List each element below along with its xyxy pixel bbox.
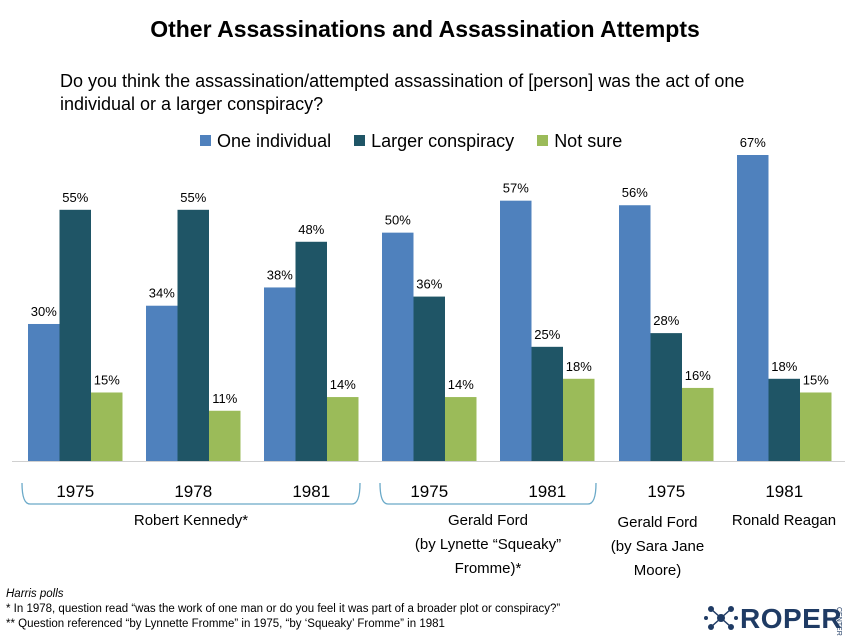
bar [682,387,714,461]
bar [28,323,60,461]
data-label: 18% [771,359,797,374]
data-label: 67% [740,135,766,150]
data-label: 16% [685,368,711,383]
legend-swatch-larger-conspiracy [354,135,366,146]
bar [800,392,832,461]
group-label-line: Robert Kennedy* [133,512,249,529]
data-label: 18% [566,359,592,374]
data-label: 11% [212,391,237,406]
category-label: 1975 [56,482,94,501]
bar [91,392,123,461]
bar [563,378,595,461]
group-label: Gerald Ford (by Sara Jane Moore) [600,511,715,583]
group-label-line: Gerald Ford [447,512,529,529]
group-label-line: (by Lynette “Squeaky” [414,536,562,553]
bar [531,346,563,461]
legend-item-larger-conspiracy: Larger conspiracy [354,131,514,152]
category-label: 1978 [174,482,212,501]
bar [413,296,445,461]
category-label: 1981 [292,482,330,501]
group-label: Ronald Reagan [718,509,850,533]
bar [382,232,414,461]
group-label: Gerald Ford (by Lynette “Squeaky” Fromme)* [380,509,596,581]
chart-title: Other Assassinations and Assassination A… [150,16,700,42]
bar [619,205,651,461]
data-label: 14% [448,377,474,392]
legend-label-one-individual: One individual [217,131,332,151]
bar [768,378,800,461]
bar [59,209,91,461]
footnote-1: * In 1978, question read “was the work o… [6,603,561,615]
bar [209,410,241,461]
group-label-line: (by Sara Jane [610,538,705,555]
source-note: Harris polls [6,588,64,600]
group-label-line: Fromme)* [454,560,522,577]
logo-subtext: CENTER [835,607,842,636]
survey-question: Do you think the assassination/attempted… [60,71,745,114]
group-bracket [379,482,597,505]
data-label: 48% [298,222,324,237]
bar [146,305,178,461]
legend-item-not-sure: Not sure [537,131,622,152]
bar [445,397,477,461]
bar [295,241,327,461]
bar [737,155,769,461]
data-label: 28% [653,313,679,328]
legend: One individual Larger conspiracy Not sur… [200,131,640,152]
category-label: 1981 [765,482,803,501]
category-label: 1975 [410,482,448,501]
data-label: 56% [622,185,648,200]
bar [500,200,532,462]
data-label: 14% [330,377,356,392]
data-label: 36% [416,277,442,292]
data-label: 55% [180,190,206,205]
data-label: 38% [267,267,293,282]
bar [264,287,296,461]
data-label: 34% [149,286,175,301]
legend-swatch-not-sure [537,135,549,146]
legend-item-one-individual: One individual [200,131,331,152]
data-label: 30% [31,304,57,319]
data-label: 57% [503,181,529,196]
footnote-2: ** Question referenced “by Lynnette From… [6,618,445,630]
group-label-line: Ronald Reagan [731,512,837,529]
logo-wordmark: ROPER [740,603,843,634]
data-label: 55% [62,190,88,205]
bar [177,209,209,461]
group-bracket [21,482,361,505]
footnotes: Harris polls * In 1978, question read “w… [6,587,560,632]
legend-swatch-one-individual [200,135,211,146]
bar [650,333,682,461]
group-label-line: Moore) [633,562,682,579]
legend-label-larger-conspiracy: Larger conspiracy [371,131,515,151]
data-label: 15% [803,372,829,387]
group-label-line: Gerald Ford [617,514,698,531]
roper-network-icon [704,606,738,630]
group-label: Robert Kennedy* [22,509,360,533]
data-label: 50% [385,213,411,228]
bar [327,397,359,461]
bar-chart: 30% 55% 15% 1975 34% 55% 11% 1978 38% 48% 14% 1981 5… [12,135,845,505]
data-label: 15% [94,372,120,387]
data-label: 25% [534,327,560,342]
category-label: 1981 [528,482,566,501]
roper-center-logo: ROPER CENTER [703,601,845,636]
legend-label-not-sure: Not sure [554,131,623,151]
category-label: 1975 [647,482,685,501]
